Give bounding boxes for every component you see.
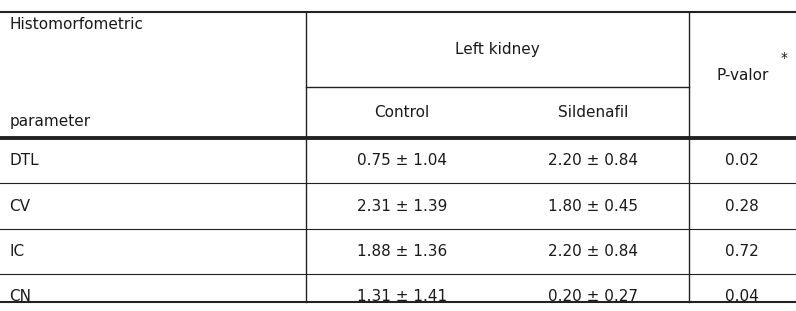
Text: 0.72: 0.72 [725,244,759,259]
Text: 1.80 ± 0.45: 1.80 ± 0.45 [548,198,638,214]
Text: CN: CN [10,289,32,304]
Text: IC: IC [10,244,25,259]
Text: 0.75 ± 1.04: 0.75 ± 1.04 [357,153,447,169]
Text: 0.04: 0.04 [725,289,759,304]
Text: 0.20 ± 0.27: 0.20 ± 0.27 [548,289,638,304]
Text: Sildenafil: Sildenafil [558,105,628,120]
Text: *: * [781,51,787,65]
Text: 2.20 ± 0.84: 2.20 ± 0.84 [548,244,638,259]
Text: Control: Control [374,105,430,120]
Text: 2.20 ± 0.84: 2.20 ± 0.84 [548,153,638,169]
Text: P-valor: P-valor [716,68,768,83]
Text: CV: CV [10,198,30,214]
Text: DTL: DTL [10,153,39,169]
Text: 1.31 ± 1.41: 1.31 ± 1.41 [357,289,447,304]
Text: 0.02: 0.02 [725,153,759,169]
Text: 0.28: 0.28 [725,198,759,214]
Text: 2.31 ± 1.39: 2.31 ± 1.39 [357,198,447,214]
Text: Histomorfometric: Histomorfometric [10,17,143,32]
Text: 1.88 ± 1.36: 1.88 ± 1.36 [357,244,447,259]
Text: Left kidney: Left kidney [455,42,540,57]
Text: parameter: parameter [10,114,91,128]
